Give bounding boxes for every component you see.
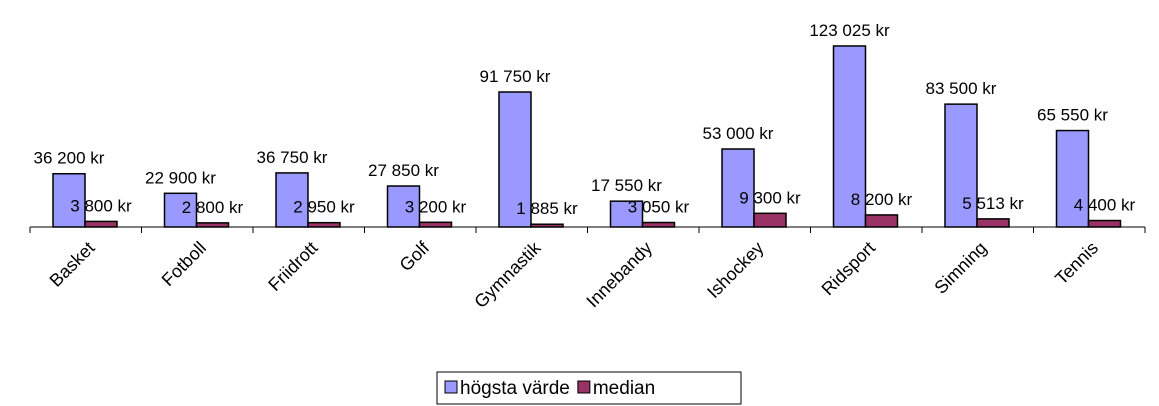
data-label: 27 850 kr (368, 161, 439, 180)
bar (721, 148, 755, 228)
x-tick-label: Innebandy (582, 238, 656, 312)
data-label: 65 550 kr (1037, 106, 1108, 125)
bar (641, 221, 676, 228)
bar (609, 200, 644, 228)
legend: högsta värde median (436, 371, 742, 405)
bar (944, 103, 978, 228)
bar (753, 212, 787, 228)
bar (864, 214, 899, 228)
x-tick-label: Golf (396, 237, 434, 275)
bar (418, 221, 453, 228)
data-label: 123 025 kr (809, 21, 890, 40)
bar (832, 45, 867, 228)
x-tick-label: Gymnastik (470, 237, 545, 312)
data-label: 3 200 kr (405, 197, 467, 216)
bar (386, 185, 421, 228)
data-label: 9 300 kr (739, 188, 801, 207)
data-label: 83 500 kr (926, 79, 997, 98)
legend-swatch (444, 380, 458, 394)
bar (195, 222, 230, 228)
legend-swatch (577, 380, 591, 394)
data-label: 3 800 kr (70, 196, 132, 215)
legend-label: median (593, 378, 655, 399)
bar (976, 218, 1010, 228)
bar (307, 221, 341, 228)
bar (1087, 219, 1122, 228)
data-label: 4 400 kr (1074, 196, 1136, 215)
x-tick-label: Ridsport (818, 238, 880, 300)
data-label: 1 885 kr (516, 199, 578, 218)
x-tick-label: Ishockey (703, 238, 767, 302)
data-label: 22 900 kr (145, 168, 216, 187)
data-label: 36 750 kr (257, 148, 328, 167)
x-tick-label: Basket (46, 238, 99, 291)
legend-label: högsta värde (460, 378, 570, 399)
x-tick-label: Simning (930, 238, 990, 298)
data-label: 36 200 kr (34, 149, 105, 168)
data-label: 8 200 kr (851, 190, 913, 209)
data-label: 53 000 kr (703, 124, 774, 143)
data-label: 3 050 kr (628, 198, 690, 217)
data-label: 2 950 kr (293, 198, 355, 217)
x-tick-label: Fotboll (158, 238, 210, 290)
bar (84, 220, 118, 228)
x-tick-label: Tennis (1051, 238, 1102, 289)
data-label: 5 513 kr (962, 194, 1024, 213)
x-tick-label: Friidrott (264, 238, 321, 295)
data-label: 2 800 kr (182, 198, 244, 217)
bar (52, 172, 86, 228)
data-label: 91 750 kr (480, 67, 551, 86)
data-label: 17 550 kr (591, 176, 662, 195)
